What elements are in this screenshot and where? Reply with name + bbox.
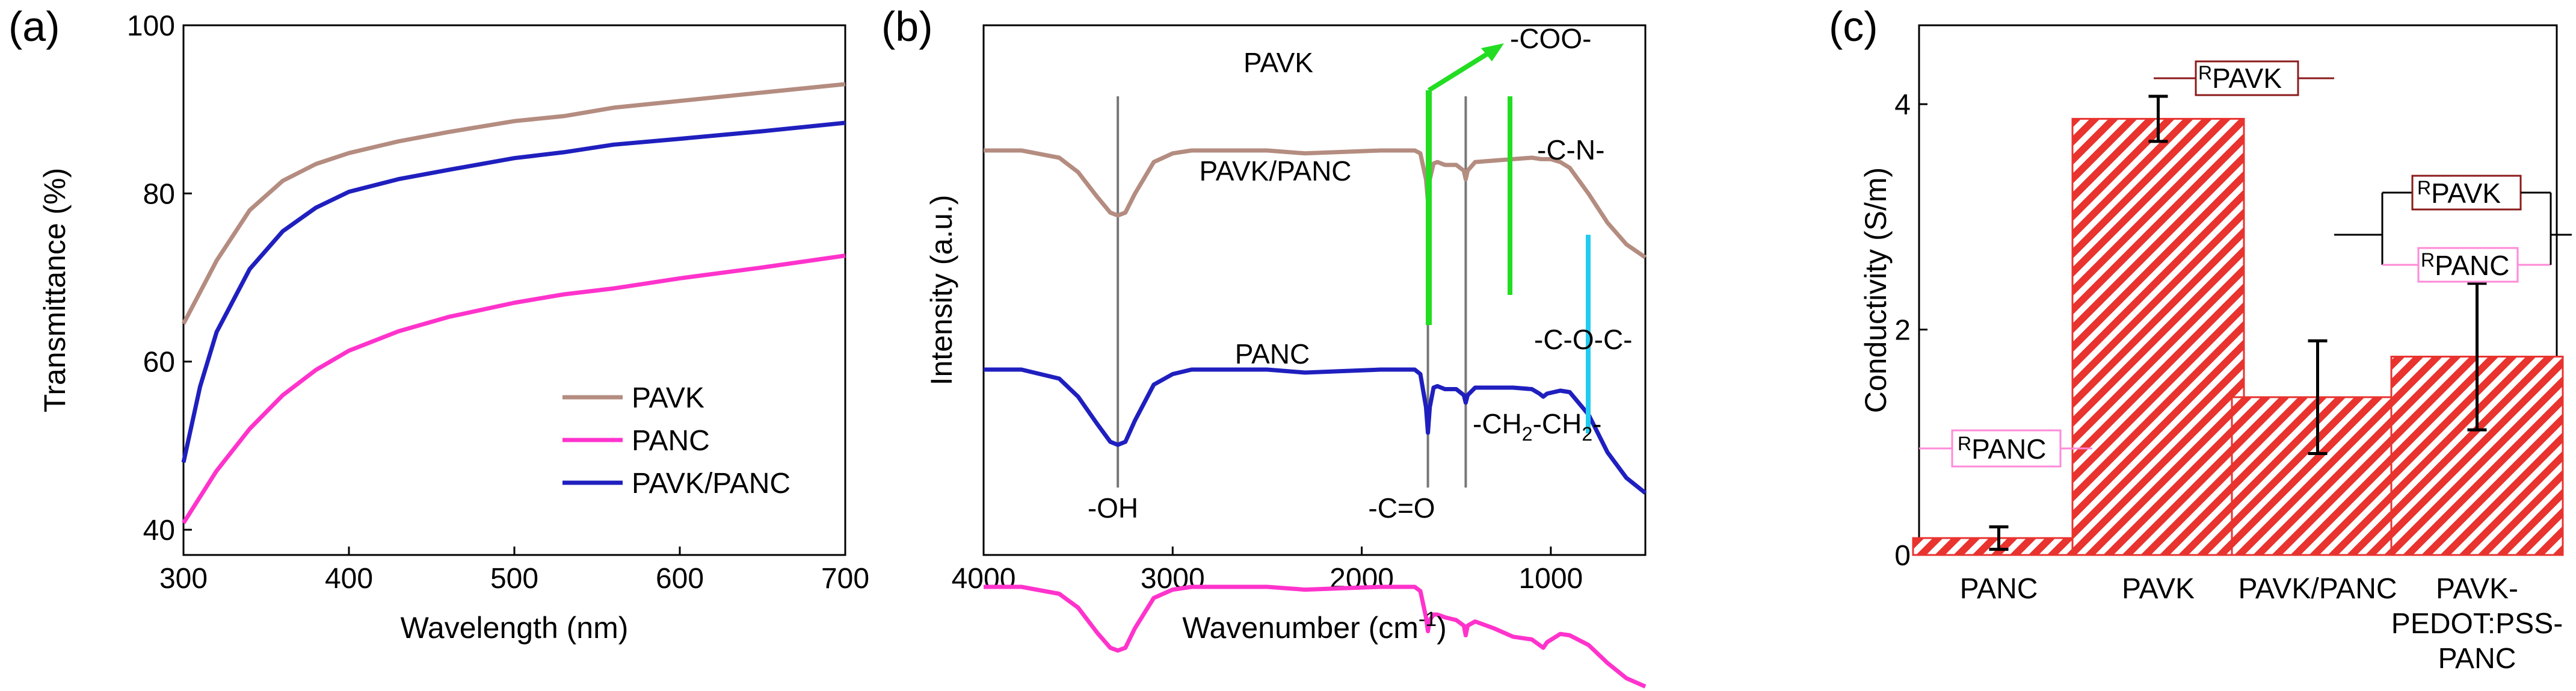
curve-label-panc: PANC <box>1235 338 1310 370</box>
category-label: PAVK- <box>2436 573 2518 605</box>
panel-b-ylabel: Intensity (a.u.) <box>925 195 958 386</box>
annotation-coo: -COO- <box>1510 23 1591 54</box>
x-tick-label: 400 <box>325 563 373 595</box>
panel-c-ylabel: Conductivity (S/m) <box>1859 167 1893 413</box>
y-tick-label: 4 <box>1894 89 1911 121</box>
resistor-parallel-panc-label: RPANC <box>2421 249 2510 281</box>
x-tick-label: 300 <box>159 563 208 595</box>
panel-a-legend: PAVK PANC PAVK/PANC <box>562 382 790 500</box>
category-label: PANC <box>1960 573 2038 605</box>
resistor-pavk-single-label: RPAVK <box>2198 62 2282 94</box>
bar-pavk <box>2071 117 2245 556</box>
y-tick-label: 40 <box>143 515 175 547</box>
annotation-coc: -C-O-C- <box>1534 324 1633 355</box>
panel-b: (b) 4000 3000 2000 1000 PAVK PAVK/PANC PANC… <box>881 3 1647 689</box>
coo-arrow-shaft <box>1427 49 1493 93</box>
annotation-ch2: -CH2-CH2- <box>1473 408 1601 445</box>
panel-a: (a) 300 400 500 600 700 40 60 80 100 Wavelength … <box>8 3 869 645</box>
resistor-pavk-single: RPAVK <box>2154 60 2334 96</box>
y-tick-label: 2 <box>1894 315 1911 347</box>
series-line-panc <box>182 253 846 524</box>
panel-a-label: (a) <box>8 3 60 50</box>
category-label: PEDOT:PSS- <box>2391 608 2563 640</box>
x-tick-label: 4000 <box>952 563 1016 595</box>
category-label: PAVK/PANC <box>2238 573 2397 605</box>
series-line-pavk-panc <box>984 367 1647 495</box>
curve-label-pavk-panc: PAVK/PANC <box>1199 155 1351 187</box>
annotation-cn: -C-N- <box>1537 134 1604 166</box>
y-tick-label: 0 <box>1894 540 1911 572</box>
x-tick-label: 600 <box>656 563 704 595</box>
resistor-panc-single: RPANC <box>1919 429 2092 468</box>
annotation-oh: -OH <box>1088 492 1138 524</box>
legend-label-panc: PANC <box>632 425 710 457</box>
panel-b-label: (b) <box>881 3 933 50</box>
panel-a-xlabel: Wavelength (nm) <box>401 611 629 645</box>
legend-label-pavk: PAVK <box>632 382 704 414</box>
series-line-pavk-panc <box>181 120 846 463</box>
panel-b-xlabel: Wavenumber (cm-1) <box>1182 608 1447 645</box>
panel-b-frame <box>982 24 1647 556</box>
x-tick-label: 700 <box>821 563 869 595</box>
annotation-co: -C=O <box>1368 492 1435 524</box>
panel-c-label: (c) <box>1829 3 1878 50</box>
category-label: PAVK <box>2122 573 2195 605</box>
resistor-parallel-pavk-label: RPAVK <box>2417 177 2501 209</box>
curve-label-pavk: PAVK <box>1243 47 1313 78</box>
y-tick-label: 80 <box>143 178 175 210</box>
panel-a-ylabel: Transmittance (%) <box>38 168 72 413</box>
coo-arrow-head <box>1481 43 1504 61</box>
series-line-panc <box>984 584 1647 689</box>
legend-label-pavk-panc: PAVK/PANC <box>632 468 790 500</box>
category-label: PANC <box>2438 643 2516 675</box>
resistor-panc-single-label: RPANC <box>1958 433 2047 465</box>
panel-c: (c) 0 2 4 Conductivity (S/m) RPANC RPAVK <box>1829 3 2572 675</box>
x-tick-label: 1000 <box>1518 563 1583 595</box>
resistor-parallel: RPAVK RPANC <box>2334 175 2572 283</box>
x-tick-label: 500 <box>490 563 538 595</box>
y-tick-label: 60 <box>143 347 175 379</box>
y-tick-label: 100 <box>127 10 175 42</box>
series-line-pavk <box>181 82 846 325</box>
